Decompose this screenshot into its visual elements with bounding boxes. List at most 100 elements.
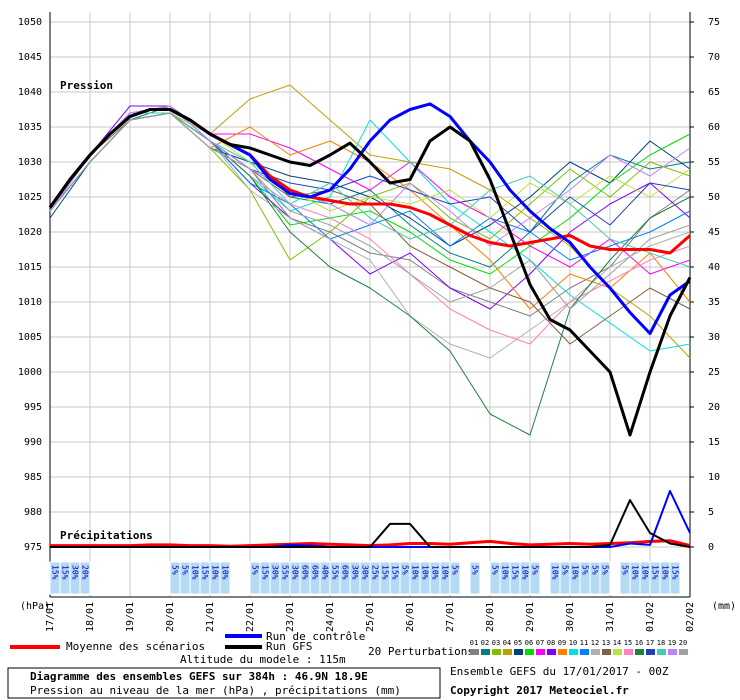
y2-tick-label: 60 <box>708 122 720 133</box>
legend-label: 14 <box>613 639 621 647</box>
legend-label: 10 <box>569 639 577 647</box>
precip-probability-label: 5% <box>451 565 460 575</box>
legend-swatch <box>492 649 501 655</box>
legend-swatch <box>580 649 589 655</box>
legend-label: 11 <box>580 639 588 647</box>
y-tick-label: 1045 <box>18 52 42 63</box>
precip-probability-label: 5% <box>601 565 610 575</box>
x-tick-label: 23/01 <box>285 602 296 632</box>
x-tick-label: 21/01 <box>205 602 216 632</box>
y2-tick-label: 10 <box>708 472 720 483</box>
x-tick-label: 31/01 <box>605 602 616 632</box>
y2-tick-label: 75 <box>708 17 720 28</box>
y2-tick-label: 65 <box>708 87 720 98</box>
precip-probability-label: 10% <box>551 565 560 580</box>
legend-label: 18 <box>657 639 665 647</box>
y2-tick-label: 20 <box>708 402 720 413</box>
precip-probability-label: 15% <box>381 565 390 580</box>
legend-swatch <box>481 649 490 655</box>
y2-tick-label: 25 <box>708 367 720 378</box>
y2-tick-label: 50 <box>708 192 720 203</box>
precip-probability-label: 5% <box>561 565 570 575</box>
x-tick-label: 26/01 <box>405 602 416 632</box>
x-tick-label: 17/01 <box>45 602 56 632</box>
legend-label: 01 <box>470 639 478 647</box>
legend-swatch <box>503 649 512 655</box>
precip-probability-label: 5% <box>181 565 190 575</box>
y-tick-label: 995 <box>24 402 42 413</box>
x-tick-label: 30/01 <box>565 602 576 632</box>
legend-label: 16 <box>635 639 643 647</box>
precip-probability-label: 5% <box>251 565 260 575</box>
precip-probability-label: 15% <box>51 565 60 580</box>
precip-probability-label: 15% <box>201 565 210 580</box>
legend-label: Run de contrôle <box>266 630 365 643</box>
legend-label: 07 <box>536 639 544 647</box>
y2-tick-label: 30 <box>708 332 720 343</box>
precip-probability-box <box>529 561 541 595</box>
precip-probability-box <box>219 561 231 595</box>
y-tick-label: 1015 <box>18 262 42 273</box>
copyright: Copyright 2017 Meteociel.fr <box>450 684 629 697</box>
run-info: Ensemble GEFS du 17/01/2017 - 00Z <box>450 665 669 678</box>
legend-swatch <box>668 649 677 655</box>
x-tick-label: 28/01 <box>485 602 496 632</box>
legend-swatch <box>602 649 611 655</box>
precip-probability-label: 10% <box>431 565 440 580</box>
precip-line <box>50 499 691 548</box>
legend-swatch <box>657 649 666 655</box>
x-tick-label: 27/01 <box>445 602 456 632</box>
y2-tick-label: 55 <box>708 157 720 168</box>
precip-probability-label: 5% <box>171 565 180 575</box>
pressure-line <box>49 112 691 268</box>
precip-probability-label: 5% <box>491 565 500 575</box>
precip-probability-label: 10% <box>631 565 640 580</box>
x-tick-label: 01/02 <box>645 602 656 632</box>
y-tick-label: 1035 <box>18 122 42 133</box>
x-tick-label: 18/01 <box>85 602 96 632</box>
precip-probability-label: 55% <box>331 565 340 580</box>
y2-tick-label: 45 <box>708 227 720 238</box>
y2-tick-label: 0 <box>708 542 714 553</box>
precip-probability-label: 15% <box>391 565 400 580</box>
y-tick-label: 1025 <box>18 192 42 203</box>
precip-probability-label: 5% <box>591 565 600 575</box>
precip-probability-label: 40% <box>321 565 330 580</box>
precip-probability-label: 10% <box>221 565 230 580</box>
y-tick-label: 985 <box>24 472 42 483</box>
precip-probability-label: 10% <box>501 565 510 580</box>
y2-tick-label: 70 <box>708 52 720 63</box>
legend-swatch <box>536 649 545 655</box>
subtitle: Pression au niveau de la mer (hPa) , pré… <box>30 684 401 697</box>
legend-label: 19 <box>668 639 676 647</box>
y2-tick-label: 35 <box>708 297 720 308</box>
caption-box <box>7 667 441 699</box>
y2-unit: (mm) <box>712 601 736 612</box>
precip-probability-label: 10% <box>421 565 430 580</box>
legend-label: 04 <box>503 639 511 647</box>
precip-probability-label: 10% <box>441 565 450 580</box>
legend-swatch <box>679 649 688 655</box>
legend-label: 20 <box>679 639 687 647</box>
altitude: Altitude du modele : 115m <box>180 653 346 666</box>
x-tick-label: 25/01 <box>365 602 376 632</box>
legend-swatch <box>547 649 556 655</box>
legend-label: 02 <box>481 639 489 647</box>
y-tick-label: 980 <box>24 507 42 518</box>
y-tick-label: 1005 <box>18 332 42 343</box>
precip-probability-label: 60% <box>311 565 320 580</box>
perturbations-label: 20 Perturbations <box>368 645 474 658</box>
legend-swatch <box>558 649 567 655</box>
precip-probability-label: 55% <box>281 565 290 580</box>
legend-label: 15 <box>624 639 632 647</box>
precip-label: Précipitations <box>60 529 153 542</box>
legend-swatch <box>624 649 633 655</box>
legend-label: 08 <box>547 639 555 647</box>
precip-probability-label: 60% <box>341 565 350 580</box>
y-tick-label: 1010 <box>18 297 42 308</box>
precip-probability-label: 10% <box>411 565 420 580</box>
legend-label: 03 <box>492 639 500 647</box>
precip-probability-label: 60% <box>301 565 310 580</box>
legend-swatch <box>470 649 479 655</box>
